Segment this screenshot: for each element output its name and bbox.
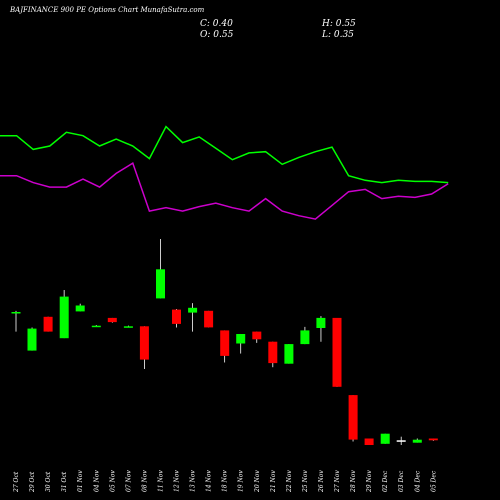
x-tick-label: 13 Nov <box>190 470 197 492</box>
candle <box>412 438 422 443</box>
x-tick-label: 02 Dec <box>382 470 389 492</box>
x-tick-label: 18 Nov <box>222 470 229 492</box>
candle <box>268 341 278 368</box>
candle <box>316 316 326 342</box>
x-tick-label: 07 Nov <box>125 470 132 492</box>
low-value: L: 0.35 <box>321 30 354 40</box>
candle <box>123 325 133 328</box>
candle <box>188 303 198 332</box>
x-tick-label: 12 Nov <box>174 470 181 492</box>
high-value: H: 0.55 <box>321 19 356 29</box>
candle-body <box>380 433 390 444</box>
x-tick-label: 03 Dec <box>398 470 405 492</box>
open-value: O: 0.55 <box>200 30 234 40</box>
x-tick-label: 29 Oct <box>29 471 36 493</box>
candle <box>11 310 21 332</box>
close-value: C: 0.40 <box>200 19 233 29</box>
candle <box>156 238 165 299</box>
candle <box>172 309 181 328</box>
x-tick-label: 04 Nov <box>93 470 100 492</box>
candle <box>348 395 358 442</box>
x-axis-labels: 27 Oct 29 Oct 30 Oct 31 Oct 01 Nov 04 Nov 05 N… <box>13 470 437 493</box>
candle <box>43 316 53 332</box>
x-tick-label: 14 Nov <box>206 470 213 492</box>
candle-body <box>188 307 198 313</box>
candle <box>332 317 342 387</box>
candle <box>27 327 37 351</box>
x-tick-label: 28 Nov <box>350 470 357 493</box>
candle-body <box>396 440 406 442</box>
candle-body <box>268 341 278 364</box>
x-tick-label: 31 Oct <box>61 471 68 492</box>
x-tick-label: 30 Oct <box>45 471 52 492</box>
candle-body <box>43 316 53 332</box>
candle-body <box>75 305 85 312</box>
x-tick-label: 22 Nov <box>286 470 293 493</box>
x-tick-label: 11 Nov <box>157 470 164 492</box>
candle-body <box>364 438 374 445</box>
candle <box>396 436 406 445</box>
chart-header-title: BAJFINANCE 900 PE Options Chart MunafaSu… <box>9 6 205 14</box>
x-tick-label: 25 Nov <box>302 470 309 493</box>
x-tick-label: 05 Nov <box>109 470 116 492</box>
candle <box>252 331 262 343</box>
candle-body <box>156 269 165 299</box>
x-tick-label: 08 Nov <box>141 470 148 492</box>
candle-body <box>220 330 230 356</box>
x-tick-label: 26 Nov <box>318 470 325 493</box>
candle-body <box>316 317 326 328</box>
candle-body <box>139 326 149 360</box>
candle-body <box>252 331 262 340</box>
candle <box>75 303 85 312</box>
candle-body <box>91 325 101 328</box>
candle-body <box>27 328 37 351</box>
candle <box>300 326 310 345</box>
candle <box>91 325 101 328</box>
candle <box>364 438 374 445</box>
candle-body <box>284 344 294 364</box>
candle-body <box>332 317 342 387</box>
x-tick-label: 21 Nov <box>270 470 277 493</box>
candle-body <box>412 439 422 443</box>
candle <box>204 310 214 328</box>
candle <box>59 290 69 339</box>
x-tick-label: 19 Nov <box>238 470 245 492</box>
candle-body <box>11 312 21 314</box>
candle-body <box>348 395 358 440</box>
x-tick-label: 27 Oct <box>13 471 20 493</box>
x-tick-label: 04 Dec <box>414 470 421 492</box>
candle-body <box>300 330 310 345</box>
candle <box>236 333 246 354</box>
candle-body <box>107 317 117 323</box>
candle <box>428 438 438 441</box>
candle-body <box>236 334 246 344</box>
x-tick-label: 27 Nov <box>334 470 341 493</box>
x-tick-label: 20 Nov <box>254 470 261 493</box>
overlay-line-2 <box>0 161 449 220</box>
candle <box>107 317 117 323</box>
candle-body <box>123 326 133 328</box>
candle <box>284 344 294 364</box>
x-tick-label: 01 Nov <box>77 470 84 492</box>
candle-body <box>172 309 181 324</box>
overlay-line-1 <box>0 125 449 184</box>
x-tick-label: 05 Dec <box>430 470 437 492</box>
x-tick-label: 29 Nov <box>366 470 373 493</box>
candle <box>220 330 230 363</box>
candle-body <box>59 296 69 339</box>
overlay-lines <box>0 125 449 220</box>
candles <box>11 238 438 445</box>
candle <box>139 326 149 369</box>
candle-body <box>204 310 214 328</box>
candle-body <box>428 438 438 441</box>
candle <box>380 433 390 444</box>
